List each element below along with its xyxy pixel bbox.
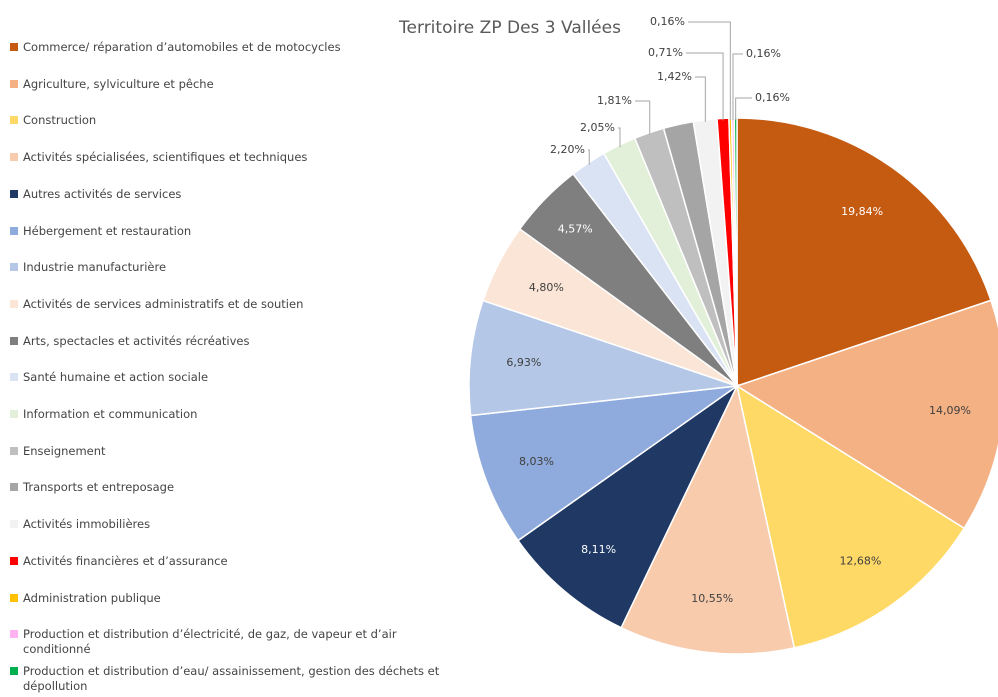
legend-item: Production et distribution d’électricité… (10, 627, 450, 657)
data-label: 8,11% (581, 543, 616, 556)
pie-slice (469, 385, 738, 542)
legend-item: Production et distribution d’eau/ assain… (10, 664, 450, 694)
pie-slice (736, 117, 992, 388)
pie-slice (735, 384, 966, 649)
legend-item: Enseignement (10, 444, 450, 459)
leader-line (618, 127, 621, 148)
legend-swatch (10, 226, 18, 235)
pie-slice (468, 299, 738, 417)
legend-item: Activités de services administratifs et … (10, 297, 450, 312)
legend-item: Administration publique (10, 591, 450, 606)
legend-label: Production et distribution d’électricité… (23, 627, 397, 657)
legend-label: Activités de services administratifs et … (23, 296, 304, 311)
legend-swatch (10, 373, 18, 382)
data-label: 14,09% (929, 404, 971, 417)
legend-swatch (10, 556, 18, 565)
data-label: 4,80% (529, 281, 564, 294)
legend-swatch (10, 79, 18, 88)
legend-swatch (10, 666, 18, 675)
legend-swatch (10, 593, 18, 602)
data-label: 8,03% (519, 455, 554, 468)
legend-label: Transports et entreposage (23, 480, 175, 495)
legend-swatch (10, 483, 18, 492)
legend-item: Agriculture, sylviculture et pêche (10, 77, 450, 92)
legend-label: Administration publique (23, 590, 161, 605)
legend-label: Activités financières et d’assurance (23, 553, 228, 568)
data-label: 0,16% (650, 15, 685, 28)
legend-swatch (10, 263, 18, 272)
legend-swatch (10, 299, 18, 308)
legend-label: Activités immobilières (23, 517, 151, 532)
legend-label: Commerce/ réparation d’automobiles et de… (23, 40, 341, 54)
legend-item: Construction (10, 113, 450, 128)
legend-label: Activités spécialisées, scientifiques et… (23, 150, 308, 165)
legend-item: Activités financières et d’assurance (10, 554, 450, 569)
legend-item: Activités immobilières (10, 517, 450, 532)
leader-line (735, 97, 752, 121)
legend-label: Agriculture, sylviculture et pêche (23, 76, 214, 91)
data-label: 4,57% (558, 222, 593, 235)
pie-slice (517, 383, 739, 629)
legend-swatch (10, 446, 18, 455)
legend-label: Arts, spectacles et activités récréative… (23, 333, 250, 348)
data-label: 0,16% (746, 47, 781, 60)
data-label: 19,84% (841, 205, 883, 218)
legend-label: Santé humaine et action sociale (23, 370, 209, 385)
leader-line (732, 53, 743, 121)
legend-label: Hébergement et restauration (23, 223, 192, 238)
legend-swatch (10, 520, 18, 529)
legend-label: Autres activités de services (23, 186, 182, 201)
legend-item: Industrie manufacturière (10, 260, 450, 275)
legend-swatch (10, 153, 18, 162)
leader-line (688, 21, 731, 121)
legend-item: Santé humaine et action sociale (10, 370, 450, 385)
legend-swatch (10, 116, 18, 125)
data-label: 1,42% (657, 70, 692, 83)
data-label: 1,81% (597, 94, 632, 107)
data-label: 6,93% (506, 356, 541, 369)
legend-label: Production et distribution d’eau/ assain… (23, 663, 440, 693)
legend-item: Activités spécialisées, scientifiques et… (10, 150, 450, 165)
legend-item: Commerce/ réparation d’automobiles et de… (10, 40, 450, 55)
leader-line (686, 52, 724, 121)
pie-slice (620, 383, 796, 655)
legend-item: Transports et entreposage (10, 480, 450, 495)
legend-item: Autres activités de services (10, 187, 450, 202)
data-label: 0,71% (648, 46, 683, 59)
legend-swatch (10, 630, 18, 639)
data-label: 2,05% (580, 121, 615, 134)
data-label: 0,16% (755, 91, 790, 104)
legend-item: Information et communication (10, 407, 450, 422)
legend-label: Enseignement (23, 443, 106, 458)
legend-item: Hébergement et restauration (10, 224, 450, 239)
data-label: 10,55% (691, 592, 733, 605)
leader-line (695, 76, 706, 122)
legend-label: Construction (23, 113, 97, 128)
legend-swatch (10, 336, 18, 345)
legend-label: Information et communication (23, 407, 198, 421)
chart-title: Territoire ZP Des 3 Vallées (398, 18, 621, 38)
leader-line (588, 149, 590, 165)
data-label: 2,20% (550, 143, 585, 156)
legend-swatch (10, 410, 18, 418)
legend-item: Arts, spectacles et activités récréative… (10, 334, 450, 349)
legend-swatch (10, 43, 18, 51)
pie-slice (735, 299, 998, 530)
leader-line (635, 100, 651, 135)
legend-label: Industrie manufacturière (23, 260, 167, 275)
data-label: 12,68% (839, 554, 881, 567)
legend-swatch (10, 189, 18, 198)
